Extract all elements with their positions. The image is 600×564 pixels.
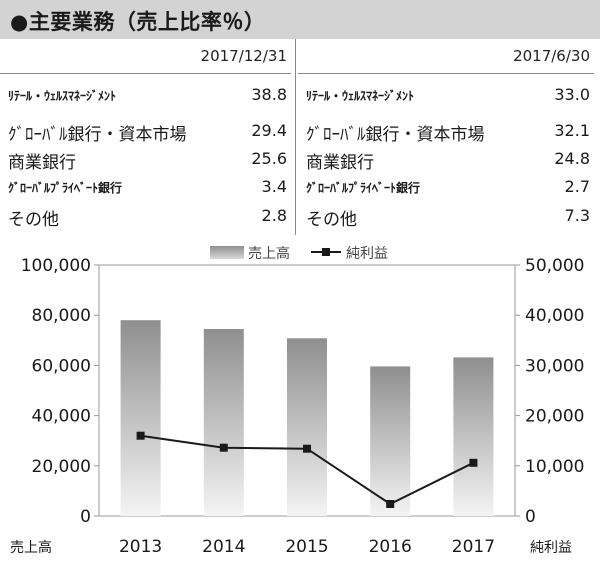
y-right-tick-label: 50,000 bbox=[525, 256, 584, 276]
segment-share-value: 25.6 bbox=[251, 149, 287, 168]
y-right-tick-label: 30,000 bbox=[525, 356, 584, 376]
y-right-tick-label: 20,000 bbox=[525, 407, 584, 427]
breakdown-row: ｸﾞﾛｰﾊﾞﾙ銀行・資本市場 32.1 bbox=[298, 116, 594, 145]
y-left-tick-label: 20,000 bbox=[32, 457, 91, 477]
y-axis-right: 0 10,000 20,000 30,000 40,000 50,000 bbox=[515, 256, 584, 527]
segment-share-value: 33.0 bbox=[554, 85, 590, 104]
x-tick-label: 2014 bbox=[202, 537, 245, 557]
segment-label: 商業銀行 bbox=[8, 153, 76, 173]
breakdown-row: ｸﾞﾛｰﾊﾞﾙ銀行・資本市場 29.4 bbox=[0, 116, 291, 145]
period-date: 2017/12/31 bbox=[200, 47, 287, 65]
segment-label: その他 bbox=[8, 210, 59, 230]
breakdown-row: ｸﾞﾛｰﾊﾞﾙﾌﾟﾗｲﾍﾞｰﾄ銀行 3.4 bbox=[0, 172, 291, 200]
x-tick-label: 2017 bbox=[452, 537, 495, 557]
breakdown-row: その他 7.3 bbox=[298, 201, 594, 230]
revenue-profit-chart: 売上高 純利益 0 20,000 40,000 60,000 80,000 100,000… bbox=[10, 245, 584, 557]
segment-share-value: 38.8 bbox=[251, 85, 287, 104]
breakdown-row: 商業銀行 25.6 bbox=[0, 144, 291, 173]
profit-point-2017 bbox=[469, 458, 478, 467]
breakdown-row: 商業銀行 24.8 bbox=[298, 144, 594, 173]
breakdown-row: ﾘﾃｰﾙ・ｳｪﾙｽﾏﾈｰｼﾞﾒﾝﾄ 33.0 bbox=[298, 80, 594, 108]
legend-bar-swatch bbox=[210, 246, 244, 259]
y-right-tick-label: 40,000 bbox=[525, 306, 584, 326]
divider bbox=[298, 73, 594, 74]
segment-label: ｸﾞﾛｰﾊﾞﾙﾌﾟﾗｲﾍﾞｰﾄ銀行 bbox=[306, 181, 421, 195]
legend-line-marker bbox=[322, 248, 330, 256]
legend-label-profit: 純利益 bbox=[346, 246, 388, 262]
segment-label: 商業銀行 bbox=[306, 153, 374, 173]
bar-2014 bbox=[203, 329, 244, 516]
profit-point-2013 bbox=[136, 431, 145, 440]
section-title: ●主要業務（売上比率％） bbox=[10, 10, 266, 34]
segment-share-value: 3.4 bbox=[261, 177, 287, 196]
segment-share-value: 32.1 bbox=[554, 121, 590, 140]
y-left-tick-label: 40,000 bbox=[32, 407, 91, 427]
y-left-tick-label: 100,000 bbox=[21, 256, 91, 276]
breakdown-row: その他 2.8 bbox=[0, 201, 291, 230]
segment-label: ｸﾞﾛｰﾊﾞﾙ銀行・資本市場 bbox=[8, 125, 187, 145]
x-axis: 2013 2014 2015 2016 2017 bbox=[119, 537, 495, 557]
profit-point-2015 bbox=[303, 444, 311, 453]
bar-series bbox=[120, 320, 494, 516]
segment-label: ﾘﾃｰﾙ・ｳｪﾙｽﾏﾈｰｼﾞﾒﾝﾄ bbox=[306, 89, 415, 103]
breakdown-column-right: 2017/6/30 ﾘﾃｰﾙ・ｳｪﾙｽﾏﾈｰｼﾞﾒﾝﾄ 33.0 ｸﾞﾛｰﾊﾞﾙ銀行… bbox=[298, 39, 594, 235]
divider bbox=[0, 73, 291, 74]
segment-label: ｸﾞﾛｰﾊﾞﾙ銀行・資本市場 bbox=[306, 125, 485, 145]
x-tick-label: 2016 bbox=[369, 537, 412, 557]
profit-point-2016 bbox=[386, 500, 395, 508]
period-date: 2017/6/30 bbox=[513, 47, 590, 65]
segment-label: その他 bbox=[306, 210, 357, 230]
bar-2016 bbox=[370, 366, 411, 516]
y-axis-left-title: 売上高 bbox=[10, 539, 52, 556]
breakdown-row: ｸﾞﾛｰﾊﾞﾙﾌﾟﾗｲﾍﾞｰﾄ銀行 2.7 bbox=[298, 172, 594, 200]
y-left-tick-label: 80,000 bbox=[32, 306, 91, 326]
segment-label: ｸﾞﾛｰﾊﾞﾙﾌﾟﾗｲﾍﾞｰﾄ銀行 bbox=[8, 181, 123, 195]
y-right-tick-label: 0 bbox=[525, 507, 536, 527]
y-left-tick-label: 0 bbox=[80, 507, 91, 527]
y-left-tick-label: 60,000 bbox=[32, 356, 91, 376]
legend: 売上高 純利益 bbox=[210, 245, 388, 262]
segment-share-value: 2.7 bbox=[564, 177, 590, 196]
segment-share-value: 24.8 bbox=[554, 149, 590, 168]
breakdown-column-left: 2017/12/31 ﾘﾃｰﾙ・ｳｪﾙｽﾏﾈｰｼﾞﾒﾝﾄ 38.8 ｸﾞﾛｰﾊﾞﾙ銀… bbox=[0, 39, 291, 235]
segment-label: ﾘﾃｰﾙ・ｳｪﾙｽﾏﾈｰｼﾞﾒﾝﾄ bbox=[8, 89, 117, 103]
profit-point-2014 bbox=[219, 443, 228, 452]
segment-share-value: 2.8 bbox=[261, 206, 287, 225]
section-header: ●主要業務（売上比率％） bbox=[0, 0, 600, 39]
y-axis-right-title: 純利益 bbox=[530, 540, 572, 556]
x-tick-label: 2015 bbox=[285, 537, 328, 557]
column-divider bbox=[295, 39, 296, 235]
x-tick-label: 2013 bbox=[119, 537, 162, 557]
segment-share-value: 7.3 bbox=[564, 206, 590, 225]
bar-2015 bbox=[287, 338, 327, 516]
legend-label-revenue: 売上高 bbox=[248, 245, 290, 262]
y-axis-left: 0 20,000 40,000 60,000 80,000 100,000 bbox=[21, 256, 99, 527]
segment-share-value: 29.4 bbox=[251, 121, 287, 140]
bar-2017 bbox=[453, 357, 494, 516]
bar-2013 bbox=[120, 320, 161, 516]
y-right-tick-label: 10,000 bbox=[525, 457, 584, 477]
line-series bbox=[136, 431, 478, 508]
breakdown-row: ﾘﾃｰﾙ・ｳｪﾙｽﾏﾈｰｼﾞﾒﾝﾄ 38.8 bbox=[0, 80, 291, 108]
